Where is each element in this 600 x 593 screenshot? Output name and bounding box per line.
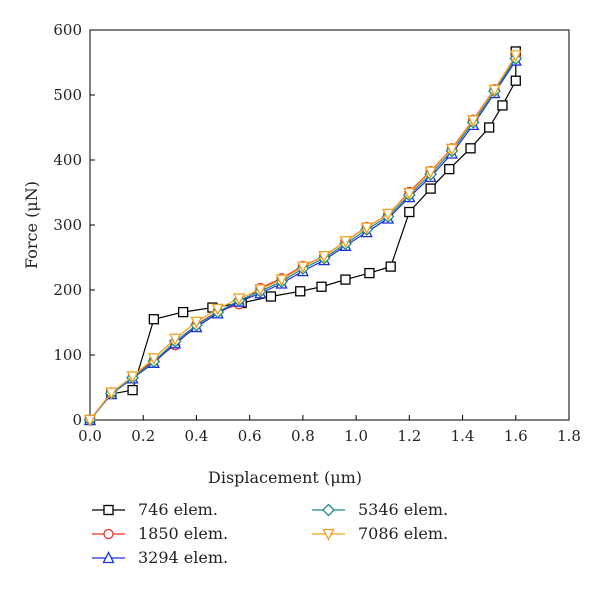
- legend-label: 1850 elem.: [138, 524, 228, 543]
- x-tick-label: 1.6: [504, 427, 528, 445]
- legend-marker: [103, 528, 114, 540]
- data-point: [127, 384, 138, 396]
- data-point: [275, 274, 288, 287]
- legend-label: 7086 elem.: [358, 524, 448, 543]
- series-1: [84, 51, 521, 426]
- data-point: [254, 284, 267, 297]
- series-2: [83, 53, 522, 426]
- data-point: [465, 143, 476, 154]
- data-point: [177, 306, 189, 318]
- data-point: [360, 222, 373, 235]
- series-layer: [83, 46, 523, 427]
- y-tick-label: 0: [72, 411, 82, 429]
- series-4: [83, 50, 522, 427]
- x-tick-label: 1.2: [397, 427, 421, 445]
- legend-label: 5346 elem.: [358, 500, 448, 519]
- legend-marker: [103, 504, 114, 516]
- axis-ticks: 0.0 0.2 0.4 0.6 0.8 1.0 1.2 1.4 1.6 1.8 0 100 200 300…: [53, 21, 581, 445]
- data-point: [467, 115, 480, 128]
- x-tick-label: 0.0: [78, 427, 102, 445]
- data-point: [126, 371, 139, 384]
- data-point: [105, 387, 118, 400]
- series-0: [84, 46, 521, 426]
- data-point: [316, 281, 327, 292]
- data-point: [509, 50, 522, 63]
- data-point: [318, 251, 331, 264]
- y-axis-title: Force (μN): [22, 181, 41, 269]
- data-point: [296, 261, 309, 274]
- legend-item: 3294 elem.: [92, 548, 228, 567]
- data-point: [190, 316, 203, 329]
- legend-marker: [322, 503, 335, 517]
- data-point: [445, 143, 458, 156]
- legend-item: 746 elem.: [92, 500, 218, 519]
- legend-item: 7086 elem.: [312, 524, 448, 543]
- data-point: [83, 414, 97, 427]
- y-tick-label: 600: [53, 21, 82, 39]
- data-point: [444, 163, 455, 175]
- data-point: [340, 274, 351, 285]
- data-point: [265, 291, 277, 302]
- legend-label: 3294 elem.: [138, 548, 228, 567]
- y-tick-label: 500: [53, 86, 82, 104]
- data-point: [488, 84, 501, 97]
- data-point: [404, 206, 415, 218]
- x-tick-label: 1.8: [557, 427, 581, 445]
- y-tick-label: 200: [53, 281, 82, 299]
- x-tick-label: 0.4: [185, 427, 209, 445]
- legend-item: 1850 elem.: [92, 524, 228, 543]
- x-tick-label: 0.2: [131, 427, 155, 445]
- x-axis-title: Displacement (μm): [208, 468, 362, 487]
- data-point: [497, 100, 508, 111]
- data-point: [148, 314, 160, 325]
- data-point: [211, 303, 224, 316]
- data-point: [232, 293, 246, 306]
- data-point: [425, 183, 436, 194]
- data-point: [169, 333, 182, 346]
- y-tick-label: 400: [53, 151, 82, 169]
- x-tick-label: 0.8: [291, 427, 315, 445]
- data-point: [510, 75, 521, 86]
- legend: 746 elem. 1850 elem. 3294 elem. 5346 elem. 7…: [92, 500, 448, 567]
- data-point: [381, 208, 395, 221]
- legend-marker: [322, 528, 335, 541]
- data-point: [339, 236, 352, 249]
- data-point: [295, 286, 306, 297]
- y-tick-label: 100: [53, 346, 82, 364]
- data-point: [403, 187, 416, 201]
- x-tick-label: 1.0: [344, 427, 368, 445]
- y-tick-label: 300: [53, 216, 82, 234]
- data-point: [385, 261, 396, 272]
- x-tick-label: 0.6: [238, 427, 262, 445]
- data-point: [147, 353, 160, 366]
- legend-marker: [102, 551, 115, 564]
- legend-item: 5346 elem.: [312, 500, 448, 519]
- legend-label: 746 elem.: [138, 500, 218, 519]
- series-3: [83, 52, 523, 427]
- data-point: [484, 122, 495, 133]
- x-tick-label: 1.4: [451, 427, 475, 445]
- data-point: [364, 267, 375, 279]
- data-point: [424, 166, 437, 179]
